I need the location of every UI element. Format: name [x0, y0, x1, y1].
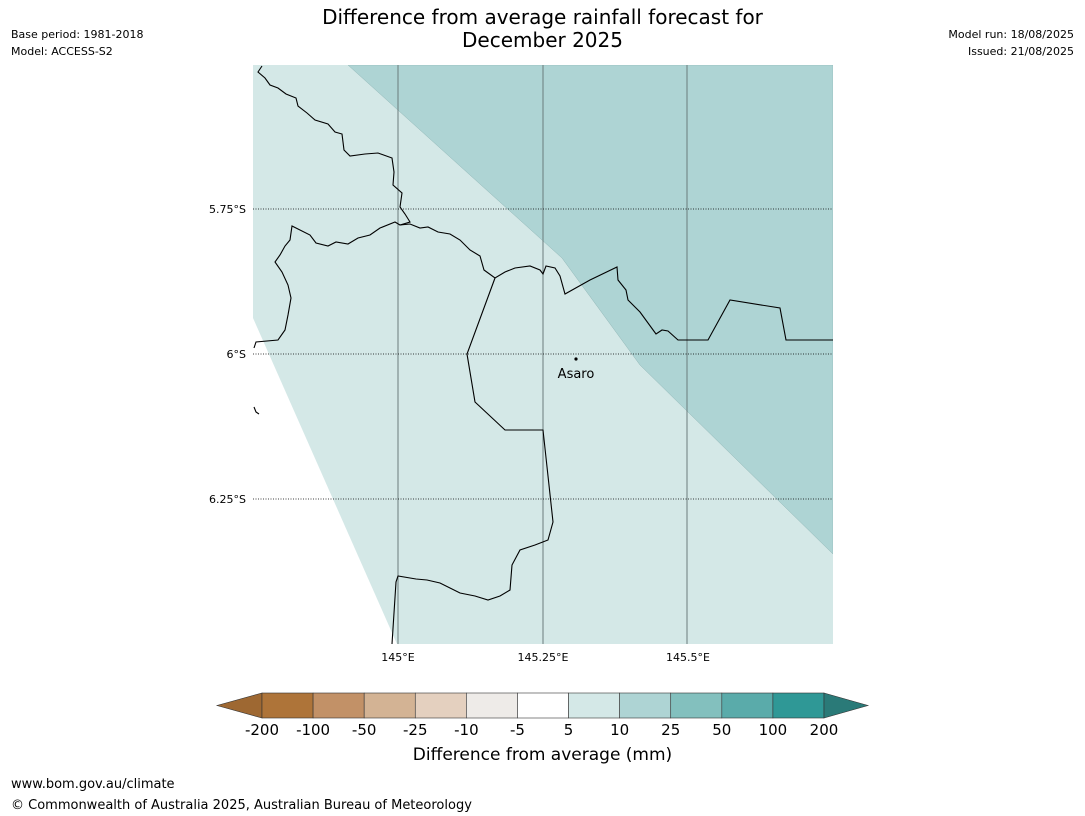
colorbar-tick-label: 100	[759, 721, 788, 739]
boundary-fragment	[253, 406, 260, 415]
colorbar-tick-label: 50	[712, 721, 731, 739]
colorbar-title: Difference from average (mm)	[412, 745, 673, 765]
colorbar-segment	[517, 692, 569, 719]
colorbar-tick-label: 200	[810, 721, 839, 739]
lon-label-145-5e: 145.5°E	[666, 651, 710, 664]
boundary-ridge	[399, 223, 833, 341]
lat-gridlines	[253, 208, 833, 500]
lon-label-145e: 145°E	[381, 651, 414, 664]
footer: www.bom.gov.au/climate © Commonwealth of…	[11, 774, 472, 816]
colorbar-tick-label: -25	[403, 721, 428, 739]
colorbar-segment	[619, 692, 672, 719]
colorbar-tick-label: 5	[564, 721, 574, 739]
province-boundaries	[253, 65, 833, 644]
colorbar-tick-label: -50	[352, 721, 377, 739]
lat-label-6s: 6°S	[227, 348, 246, 361]
colorbar-extend-low	[215, 692, 263, 719]
colorbar-tick-label: 10	[610, 721, 629, 739]
base-period: Base period: 1981-2018	[11, 28, 144, 41]
boundary-central	[391, 277, 554, 644]
colorbar-tick-label: -5	[510, 721, 525, 739]
asaro-marker	[574, 357, 578, 361]
colorbar-tick-label: 25	[661, 721, 680, 739]
colorbar-tick-label: -100	[296, 721, 330, 739]
footer-copyright: © Commonwealth of Australia 2025, Austra…	[11, 798, 472, 813]
colorbar: -200 -100 -50 -25 -10 -5 5 10 25 50 100 200	[215, 692, 870, 739]
colorbar-extend-high	[823, 692, 870, 719]
lon-gridlines	[397, 65, 688, 644]
colorbar-tick-label: -10	[454, 721, 479, 739]
boundary-west-upper	[253, 65, 411, 349]
shade-10-25	[347, 65, 833, 555]
colorbar-segment	[312, 692, 365, 719]
map-area: Asaro	[253, 65, 833, 644]
colorbar-segment	[261, 692, 314, 719]
colorbar-segment	[363, 692, 416, 719]
meta-right: Model run: 18/08/2025 Issued: 21/08/2025	[948, 26, 1074, 60]
issued-date: Issued: 21/08/2025	[967, 45, 1074, 58]
model-run: Model run: 18/08/2025	[948, 28, 1074, 41]
lon-label-145-25e: 145.25°E	[518, 651, 569, 664]
place-label-asaro: Asaro	[558, 367, 595, 382]
title-line-2: December 2025	[462, 28, 623, 52]
colorbar-segment	[772, 692, 825, 719]
colorbar-segment	[721, 692, 774, 719]
colorbar-segment	[670, 692, 723, 719]
colorbar-segment	[466, 692, 518, 719]
lat-label-5-75s: 5.75°S	[209, 203, 246, 216]
lat-label-6-25s: 6.25°S	[209, 493, 246, 506]
colorbar-segment	[414, 692, 467, 719]
colorbar-tick-label: -200	[245, 721, 279, 739]
map-title: Difference from average rainfall forecas…	[0, 6, 1085, 52]
model-name: Model: ACCESS-S2	[11, 45, 113, 58]
meta-left: Base period: 1981-2018 Model: ACCESS-S2	[11, 26, 143, 60]
title-line-1: Difference from average rainfall forecas…	[322, 5, 763, 29]
footer-url[interactable]: www.bom.gov.au/climate	[11, 777, 175, 792]
colorbar-segment	[568, 692, 620, 719]
